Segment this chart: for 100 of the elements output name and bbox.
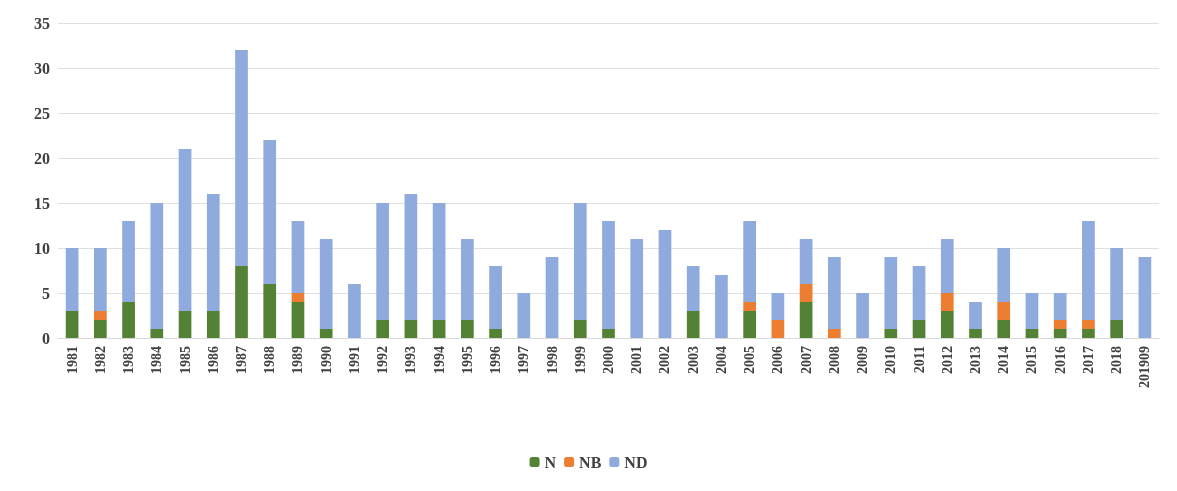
- bar: [517, 293, 531, 338]
- bar: [206, 194, 220, 311]
- bar: [404, 194, 418, 320]
- bar: [432, 203, 446, 320]
- bar: [263, 284, 277, 338]
- x-tick-label: 1983: [121, 346, 137, 374]
- bar: [1082, 329, 1095, 338]
- bar: [489, 329, 502, 338]
- x-tick-label: 1997: [516, 346, 532, 374]
- bar: [93, 320, 107, 338]
- bar: [743, 311, 757, 338]
- x-tick-label: 1987: [234, 346, 249, 374]
- bar: [573, 203, 587, 320]
- bar: [404, 320, 418, 338]
- bar: [1082, 320, 1095, 329]
- bar: [206, 311, 220, 338]
- bar: [743, 221, 757, 302]
- legend-label: NB: [579, 453, 602, 471]
- bar: [771, 293, 785, 320]
- bar: [1025, 293, 1039, 329]
- bar: [1053, 329, 1067, 338]
- x-tick-label: 1986: [205, 346, 221, 374]
- x-tick-label: 2000: [601, 346, 616, 374]
- bar: [997, 320, 1011, 338]
- bar: [630, 239, 644, 338]
- bar: [743, 302, 757, 311]
- bar: [291, 293, 305, 302]
- bar: [460, 320, 474, 338]
- x-tick-label: 2008: [826, 346, 842, 374]
- x-tick-label: 2004: [713, 346, 729, 374]
- bar: [291, 302, 305, 338]
- bar: [912, 320, 926, 338]
- bar: [1110, 248, 1124, 320]
- x-tick-label: 1999: [572, 346, 588, 374]
- x-tick-label: 1998: [544, 346, 560, 374]
- y-tick-label: 0: [42, 329, 50, 347]
- bar: [799, 239, 813, 284]
- x-tick-label: 1995: [459, 346, 475, 374]
- y-tick-label: 35: [34, 14, 50, 32]
- bar: [940, 311, 954, 338]
- bar: [658, 230, 672, 338]
- y-tick-label: 20: [34, 149, 50, 167]
- x-tick-label: 2002: [657, 346, 673, 374]
- x-tick-label: 2012: [939, 346, 955, 374]
- bar: [376, 203, 390, 320]
- y-tick-label: 25: [34, 104, 50, 122]
- x-tick-label: 1993: [403, 346, 419, 374]
- legend-label: N: [544, 453, 557, 471]
- x-tick-label: 2005: [742, 346, 758, 374]
- bar: [1138, 257, 1152, 338]
- bar: [1082, 221, 1095, 320]
- bar: [912, 266, 926, 320]
- bar: [771, 320, 785, 338]
- x-tick-label: 201909: [1137, 346, 1153, 388]
- bar: [997, 248, 1011, 302]
- bar: [460, 239, 474, 320]
- bar: [489, 266, 502, 329]
- x-tick-label: 1992: [375, 346, 391, 374]
- bar: [884, 329, 898, 338]
- bar: [799, 284, 813, 302]
- bar: [1025, 329, 1039, 338]
- bar: [291, 221, 305, 293]
- bar: [65, 311, 79, 338]
- x-tick-label: 1990: [318, 346, 334, 374]
- bar: [856, 293, 869, 338]
- bar: [884, 257, 898, 329]
- x-tick-label: 1996: [488, 346, 504, 374]
- x-tick-label: 2015: [1024, 346, 1040, 374]
- x-tick-label: 2018: [1109, 346, 1125, 374]
- x-tick-label: 2001: [629, 346, 645, 374]
- bar: [827, 257, 841, 329]
- bar: [235, 50, 248, 266]
- x-tick-label: 2009: [855, 346, 871, 374]
- x-tick-label: 2011: [911, 346, 927, 374]
- bar: [686, 266, 700, 311]
- x-tick-label: 1981: [64, 346, 80, 374]
- bar: [997, 302, 1011, 320]
- bar: [1053, 293, 1067, 320]
- bar: [263, 140, 277, 284]
- bar: [319, 329, 333, 338]
- bar: [545, 257, 559, 338]
- bar: [602, 221, 615, 329]
- bar: [969, 302, 982, 329]
- bar: [940, 239, 954, 293]
- x-tick-label: 2007: [798, 346, 814, 374]
- x-tick-label: 2014: [996, 346, 1012, 374]
- bar: [799, 302, 813, 338]
- bar: [940, 293, 954, 311]
- bar: [1110, 320, 1124, 338]
- bar: [686, 311, 700, 338]
- bar: [1053, 320, 1067, 329]
- bar: [602, 329, 615, 338]
- y-tick-label: 30: [34, 59, 50, 77]
- bar: [65, 248, 79, 311]
- x-tick-label: 2016: [1052, 346, 1068, 374]
- y-tick-label: 5: [42, 284, 50, 302]
- bar: [178, 311, 192, 338]
- y-tick-label: 10: [34, 239, 50, 257]
- x-tick-label: 1991: [346, 346, 362, 374]
- legend-label: ND: [624, 453, 648, 471]
